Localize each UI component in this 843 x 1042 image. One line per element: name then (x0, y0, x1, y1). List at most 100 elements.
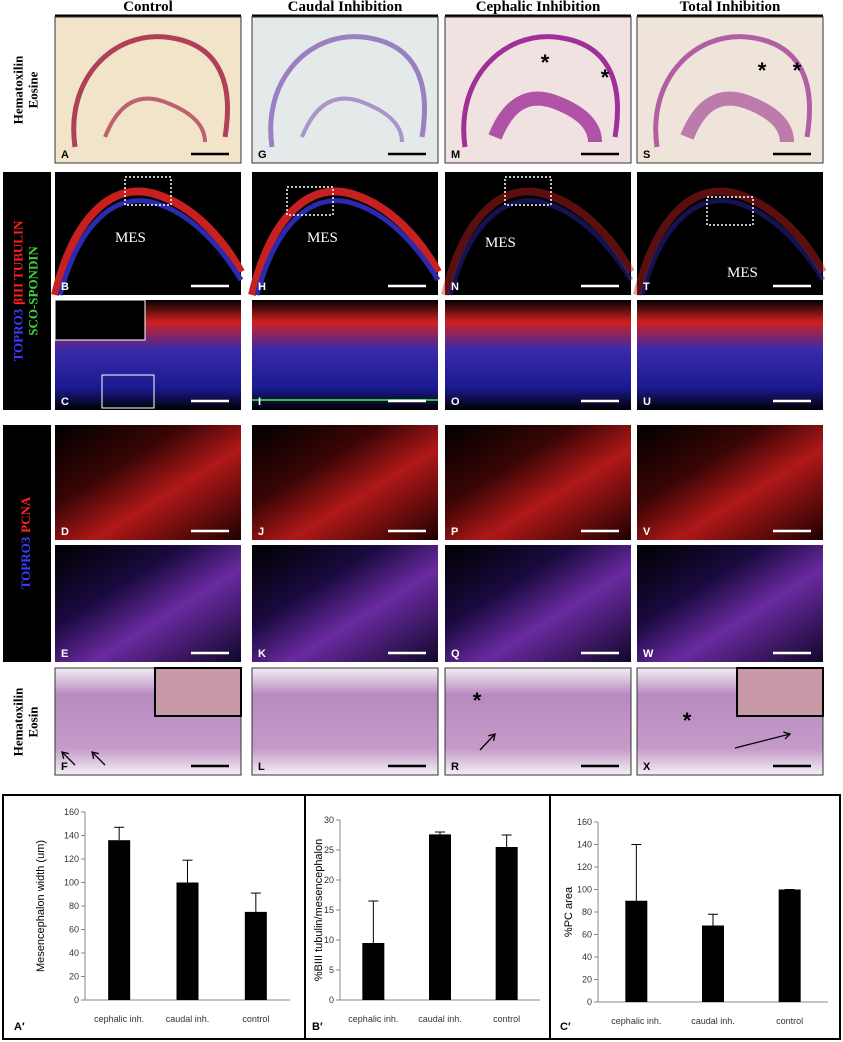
bar (702, 925, 724, 1002)
panel-image (637, 300, 823, 410)
panel-letter: N (451, 281, 459, 293)
column-header: Control (123, 0, 173, 15)
y-axis-title: Mesencephalon width (um) (35, 840, 47, 972)
image-panel: U (637, 300, 823, 410)
region-label: MES (115, 230, 146, 246)
y-tick-label: 60 (582, 930, 592, 940)
tissue (268, 34, 427, 148)
panel-letter: G (258, 149, 267, 161)
image-panel: MES H (248, 172, 442, 296)
panel-image (445, 300, 631, 410)
annotation-mark: * (601, 65, 610, 90)
row-label: Hematoxilin (10, 55, 25, 124)
image-panel: D (55, 425, 241, 540)
y-tick-label: 20 (582, 975, 592, 985)
x-tick-label: control (776, 1016, 803, 1026)
y-tick-label: 25 (324, 845, 334, 855)
row-label-part: βIII TUBULIN (10, 220, 25, 305)
row-label-part: SCO-SPONDIN (25, 246, 40, 336)
panel-letter: W (643, 648, 654, 660)
image-panel: R (444, 667, 632, 776)
x-tick-label: control (493, 1014, 520, 1024)
bar (108, 840, 131, 1000)
arrow (734, 733, 791, 749)
panel-letter: T (643, 281, 650, 293)
panel-letter: M (451, 149, 460, 161)
panel-letter: E (61, 648, 68, 660)
panel-image (637, 545, 823, 662)
tissue (633, 187, 827, 296)
panel-image (637, 425, 823, 540)
image-panel: V (637, 425, 823, 540)
image-panel: W (637, 545, 823, 662)
arrow (91, 751, 106, 766)
tissue (71, 34, 230, 148)
panel-image (444, 667, 632, 776)
panel-image (54, 16, 242, 164)
annotation-mark: * (473, 688, 482, 713)
label-box (3, 172, 51, 410)
bar (495, 847, 518, 1000)
row-label: Eosin (25, 706, 40, 738)
image-panel: S (636, 16, 824, 164)
y-tick-label: 140 (64, 831, 79, 841)
arrow-head (488, 733, 496, 741)
zoom-box (706, 196, 754, 226)
annotation-mark: * (793, 58, 802, 83)
tissue (653, 34, 812, 148)
tissue (447, 198, 634, 296)
panel-letter: P (451, 526, 458, 538)
row-label: TOPRO3 βIII TUBULIN (10, 220, 25, 361)
x-tick-label: cephalic inh. (611, 1016, 661, 1026)
y-tick-label: 0 (587, 997, 592, 1007)
panel-letter: F (61, 761, 68, 773)
panel-letter: V (643, 526, 651, 538)
bar (429, 834, 451, 1000)
y-tick-label: 160 (64, 807, 79, 817)
zoom-box (286, 186, 334, 216)
row-label-part: PCNA (18, 496, 33, 533)
y-tick-label: 40 (69, 948, 79, 958)
x-tick-label: caudal inh. (691, 1016, 735, 1026)
y-tick-label: 5 (329, 965, 334, 975)
arrow-head (783, 731, 792, 740)
row-label-part: Eosin (25, 706, 40, 738)
y-tick-label: 0 (74, 995, 79, 1005)
y-tick-label: 120 (64, 854, 79, 864)
x-tick-label: cephalic inh. (94, 1014, 144, 1024)
panel-image (445, 545, 631, 662)
y-tick-label: 10 (324, 935, 334, 945)
inset (154, 667, 242, 717)
tissue (488, 91, 602, 143)
panel-letter: C′ (560, 1021, 571, 1033)
y-tick-label: 80 (582, 907, 592, 917)
column-header: Caudal Inhibition (288, 0, 403, 15)
y-tick-label: 60 (69, 925, 79, 935)
bar (176, 882, 199, 1000)
arrow (479, 733, 496, 751)
image-panel: Q (445, 545, 631, 662)
inset (54, 299, 146, 341)
image-panel: O (445, 300, 631, 410)
x-tick-label: caudal inh. (418, 1014, 462, 1024)
y-tick-label: 80 (69, 901, 79, 911)
arrow-head (61, 751, 69, 759)
image-panel: X (636, 667, 824, 776)
panel-letter: B′ (312, 1021, 323, 1033)
row-label: Eosine (25, 71, 40, 108)
image-panel: F (54, 667, 242, 776)
tissue (254, 198, 441, 296)
panel-letter: Q (451, 648, 460, 660)
panel-letter: R (451, 761, 459, 773)
panel-image (637, 172, 823, 295)
x-tick-label: caudal inh. (166, 1014, 210, 1024)
x-tick-label: control (242, 1014, 269, 1024)
tissue (248, 187, 442, 296)
panel-letter: I (258, 396, 261, 408)
tissue (57, 198, 244, 296)
y-axis-title: %PC area (563, 886, 575, 937)
region-label: MES (727, 265, 758, 281)
y-tick-label: 120 (577, 862, 592, 872)
y-tick-label: 0 (329, 995, 334, 1005)
